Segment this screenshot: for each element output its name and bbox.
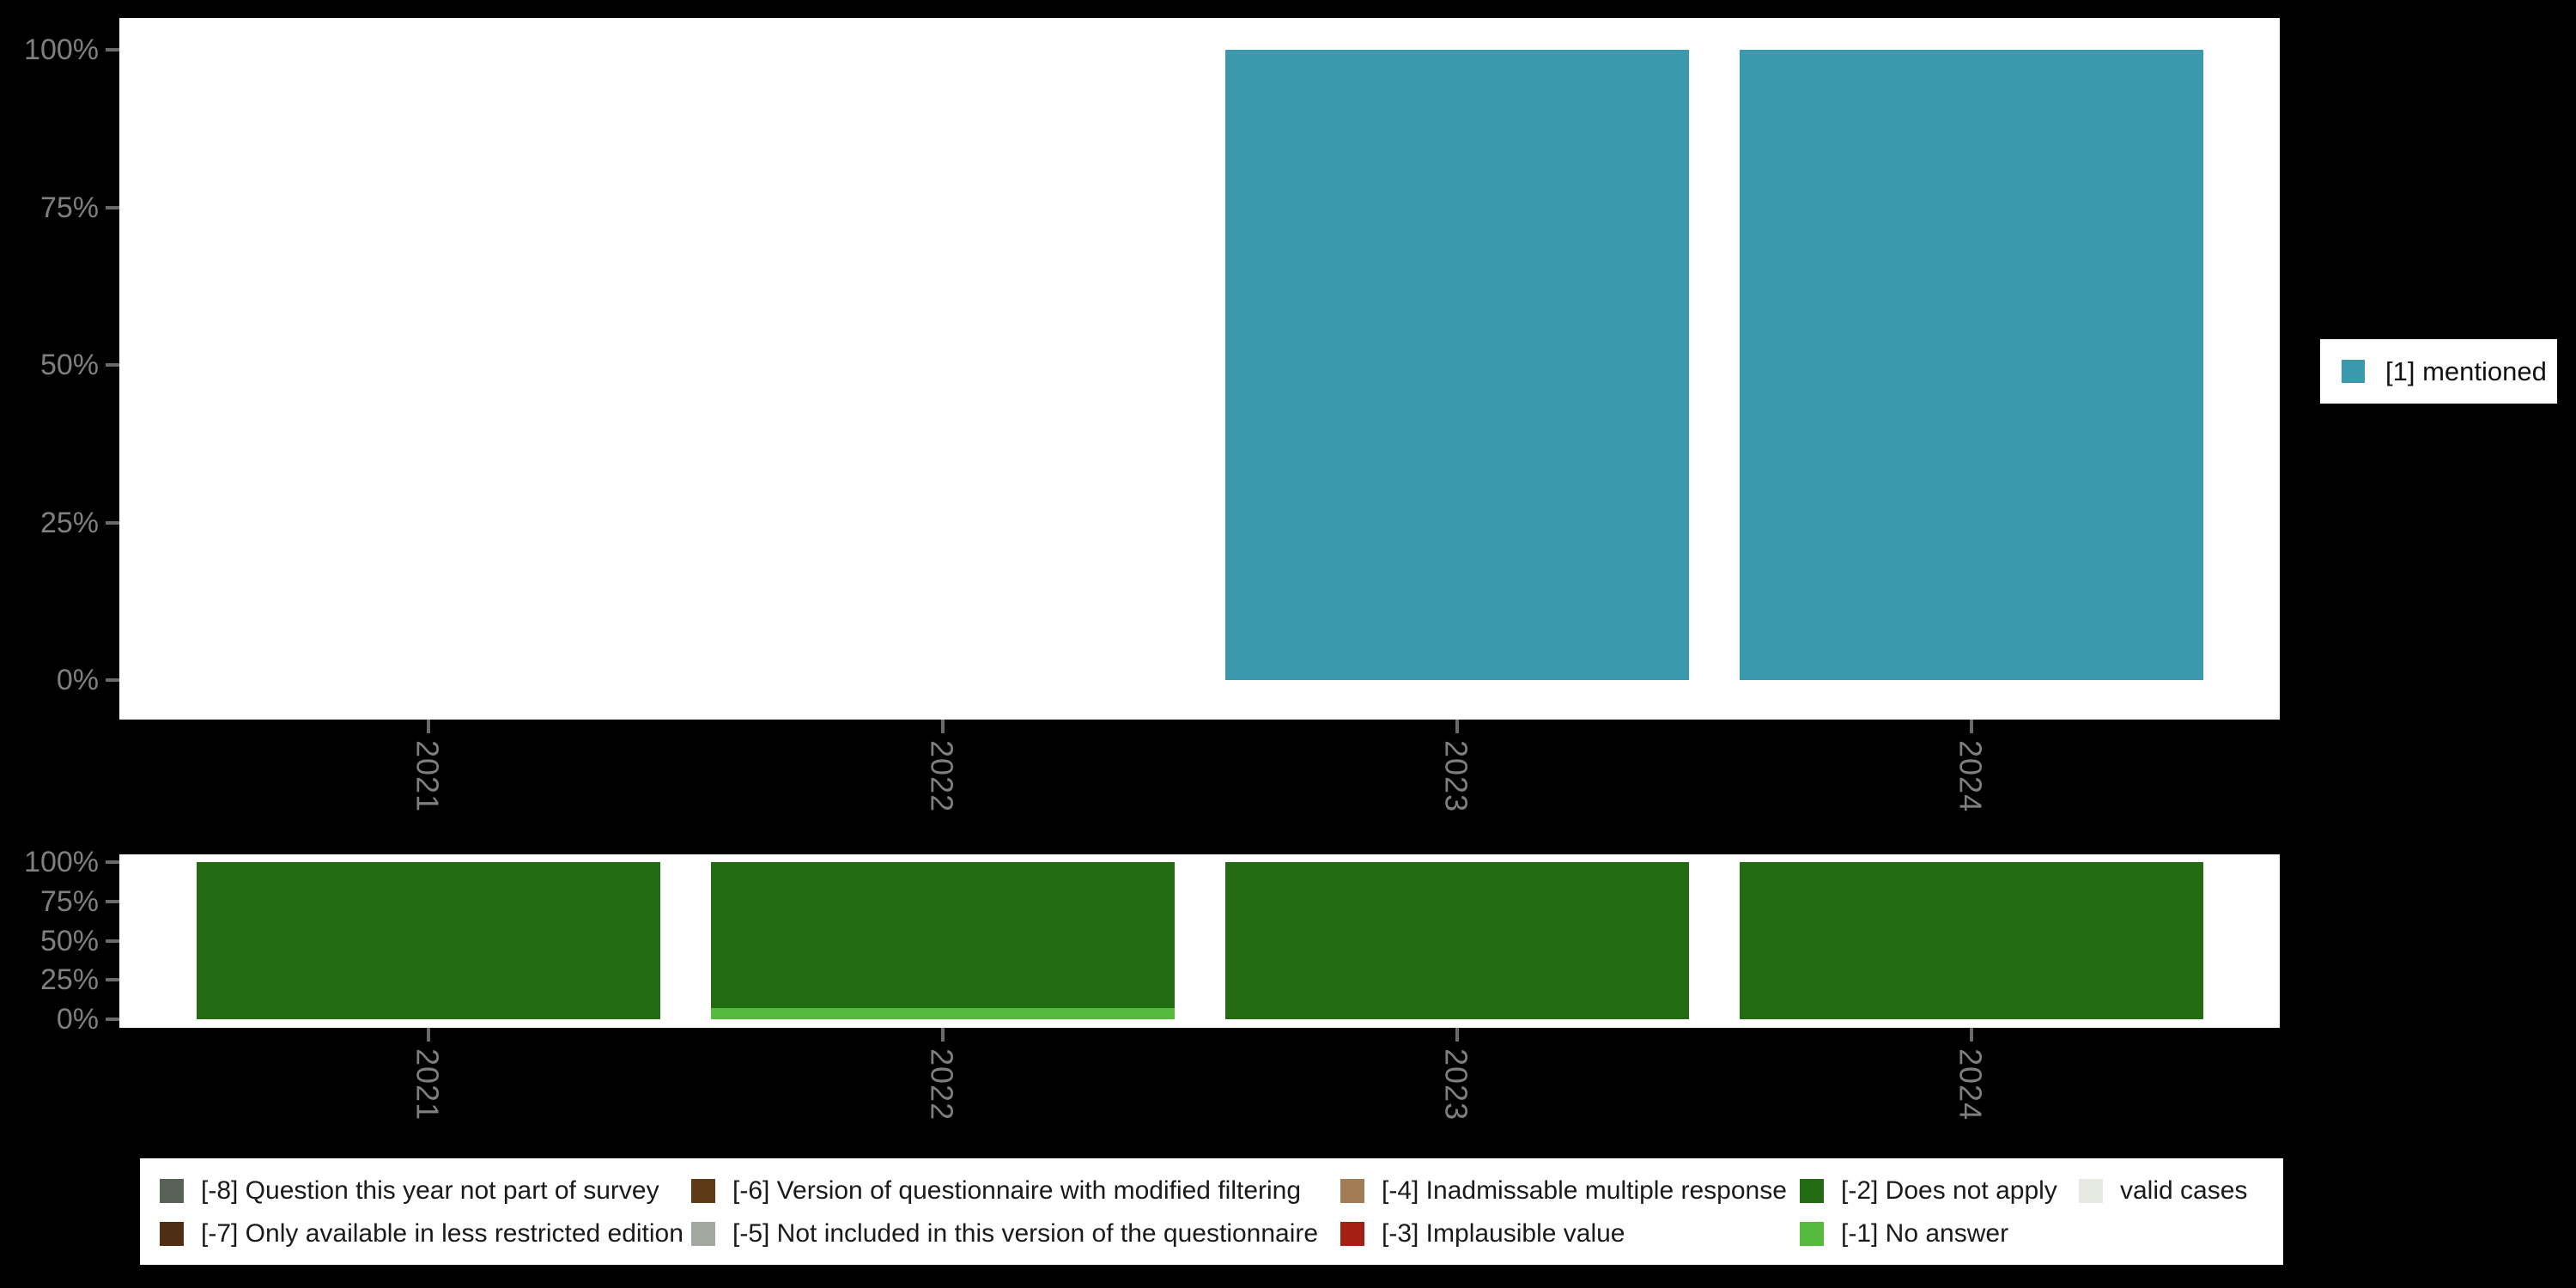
x-tick bbox=[426, 1028, 430, 1042]
legend-item-label: [-5] Not included in this version of the… bbox=[732, 1219, 1319, 1248]
y-tick-label: 100% bbox=[24, 846, 99, 878]
x-tick-label: 2022 bbox=[924, 1048, 960, 1121]
legend-item: [-8] Question this year not part of surv… bbox=[160, 1176, 659, 1205]
y-tick-label: 25% bbox=[39, 963, 99, 997]
x-tick-label: 2023 bbox=[1438, 1048, 1474, 1121]
legend-swatch-icon bbox=[691, 1222, 715, 1246]
x-tick bbox=[1969, 1028, 1973, 1042]
y-tick-label: 100% bbox=[24, 33, 99, 66]
legend-swatch-icon bbox=[691, 1179, 715, 1203]
y-tick bbox=[106, 678, 119, 682]
mentioned-swatch-icon bbox=[2342, 360, 2365, 383]
bar-segment bbox=[710, 1008, 1175, 1019]
y-tick bbox=[106, 1018, 119, 1021]
bar-segment bbox=[1739, 862, 2203, 1019]
legend-item: [-7] Only available in less restricted e… bbox=[160, 1219, 683, 1248]
x-tick-label: 2022 bbox=[924, 740, 960, 813]
legend-swatch-icon bbox=[2079, 1179, 2103, 1203]
x-tick-label: 2021 bbox=[410, 740, 446, 813]
x-tick bbox=[1969, 720, 1973, 733]
legend-item-label: [-6] Version of questionnaire with modif… bbox=[732, 1176, 1302, 1205]
y-tick bbox=[106, 520, 119, 525]
legend-item: [-4] Inadmissable multiple response bbox=[1340, 1176, 1787, 1205]
legend-item: [-2] Does not apply bbox=[1800, 1176, 2057, 1205]
valid-values-legend: [1] mentioned bbox=[2320, 339, 2557, 404]
y-tick bbox=[106, 205, 119, 210]
legend-swatch-icon bbox=[1340, 1179, 1364, 1203]
y-tick-label: 75% bbox=[39, 191, 99, 224]
legend-swatch-icon bbox=[1800, 1222, 1824, 1246]
bar-segment bbox=[1224, 50, 1689, 680]
legend-item-label: [-2] Does not apply bbox=[1841, 1176, 2057, 1205]
x-tick bbox=[1455, 1028, 1459, 1042]
x-tick-label: 2023 bbox=[1438, 740, 1474, 813]
y-tick-label: 0% bbox=[56, 664, 99, 696]
y-tick-label: 50% bbox=[39, 924, 99, 957]
legend-swatch-icon bbox=[1800, 1179, 1824, 1203]
y-tick-label: 0% bbox=[56, 1003, 99, 1036]
legend-item: valid cases bbox=[2079, 1176, 2248, 1205]
y-tick-label: 75% bbox=[39, 884, 99, 918]
bar-segment bbox=[1224, 862, 1689, 1019]
y-tick bbox=[106, 899, 119, 903]
x-tick bbox=[940, 1028, 945, 1042]
bar-segment bbox=[710, 862, 1175, 1009]
legend-item: [-3] Implausible value bbox=[1340, 1219, 1625, 1248]
legend-item-label: [-7] Only available in less restricted e… bbox=[201, 1219, 683, 1248]
mentioned-legend-label: [1] mentioned bbox=[2385, 355, 2547, 386]
x-tick bbox=[940, 720, 945, 733]
legend-item-label: valid cases bbox=[2120, 1176, 2248, 1205]
bar-segment bbox=[1739, 50, 2203, 680]
y-tick bbox=[106, 978, 119, 982]
missing-values-legend: [-8] Question this year not part of surv… bbox=[140, 1158, 2283, 1265]
x-tick-label: 2024 bbox=[1953, 740, 1989, 813]
x-tick bbox=[1455, 720, 1459, 733]
y-tick bbox=[106, 48, 119, 52]
legend-swatch-icon bbox=[1340, 1222, 1364, 1246]
x-tick-label: 2024 bbox=[1953, 1048, 1989, 1121]
legend-item: [-1] No answer bbox=[1800, 1219, 2009, 1248]
y-tick bbox=[106, 939, 119, 943]
legend-item-label: [-1] No answer bbox=[1841, 1219, 2009, 1248]
y-tick bbox=[106, 860, 119, 864]
x-tick-label: 2021 bbox=[410, 1048, 446, 1121]
legend-item-label: [-4] Inadmissable multiple response bbox=[1382, 1176, 1787, 1205]
legend-item: [-6] Version of questionnaire with modif… bbox=[691, 1176, 1302, 1205]
legend-swatch-icon bbox=[160, 1222, 184, 1246]
legend-swatch-icon bbox=[160, 1179, 184, 1203]
y-tick bbox=[106, 363, 119, 367]
legend-item: [-5] Not included in this version of the… bbox=[691, 1219, 1319, 1248]
y-tick-label: 25% bbox=[39, 506, 99, 539]
bar-segment bbox=[196, 862, 660, 1019]
x-tick bbox=[426, 720, 430, 733]
legend-item-label: [-8] Question this year not part of surv… bbox=[201, 1176, 659, 1205]
legend-item-label: [-3] Implausible value bbox=[1382, 1219, 1625, 1248]
y-tick-label: 50% bbox=[39, 349, 99, 381]
